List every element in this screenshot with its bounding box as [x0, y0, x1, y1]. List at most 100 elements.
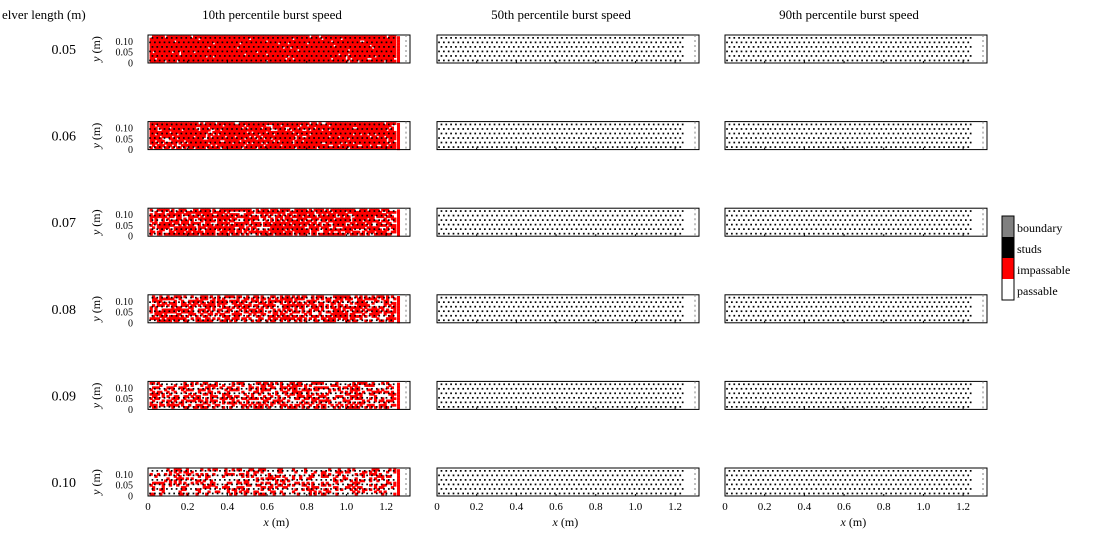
impassable-cell [291, 44, 296, 48]
stud [484, 141, 486, 144]
stud [346, 128, 349, 130]
impassable-cell [291, 144, 296, 147]
impassable-cell [238, 59, 243, 63]
stud [919, 41, 921, 44]
impassable-cell [267, 35, 271, 39]
stud [609, 37, 612, 39]
stud [517, 37, 520, 39]
impassable-cell [209, 42, 214, 45]
stud [293, 146, 296, 148]
stud [726, 137, 728, 139]
impassable-cell [255, 124, 259, 128]
y-tick-label: 0 [128, 59, 133, 70]
stud [594, 37, 597, 39]
stud [170, 141, 173, 144]
stud [638, 132, 641, 135]
impassable-cell [299, 135, 303, 139]
stud [805, 141, 808, 144]
impassable-cell [183, 55, 187, 59]
impassable-cell [364, 213, 368, 216]
stud [233, 141, 236, 144]
impassable-cell [159, 221, 163, 225]
impassable-cell [272, 130, 276, 134]
impassable-cell [195, 50, 199, 54]
impassable-cell [364, 53, 368, 56]
impassable-cell [330, 122, 334, 125]
impassable-cell [156, 48, 161, 52]
stud [236, 128, 238, 130]
impassable-cell [296, 59, 300, 63]
stud [854, 132, 856, 135]
impassable-cell [337, 130, 341, 134]
impassable-cell [262, 217, 267, 221]
impassable-cell [296, 35, 300, 39]
stud [750, 146, 753, 148]
impassable-cell [342, 35, 346, 39]
impassable-cell [275, 137, 279, 141]
stud [291, 46, 294, 48]
impassable-cell [320, 144, 325, 147]
stud [726, 128, 728, 130]
impassable-cell [154, 53, 158, 56]
impassable-cell [277, 128, 281, 132]
impassable-cell [390, 122, 395, 125]
impassable-cell [243, 130, 247, 134]
impassable-cell [378, 59, 382, 63]
stud [664, 41, 667, 44]
impassable-cell [277, 228, 281, 232]
impassable-cell [224, 42, 228, 45]
impassable-cell [193, 53, 197, 56]
impassable-cell [357, 53, 361, 56]
stud [597, 128, 600, 130]
impassable-cell [226, 57, 230, 61]
stud [204, 123, 207, 126]
impassable-cell [287, 122, 291, 125]
stud [955, 123, 958, 126]
stud [808, 137, 810, 139]
impassable-cell [390, 224, 395, 227]
stud [635, 59, 638, 62]
impassable-cell [207, 124, 211, 128]
impassable-cell [246, 59, 250, 63]
impassable-cell [381, 146, 385, 150]
impassable-cell [190, 228, 194, 232]
impassable-cell [376, 50, 380, 54]
impassable-cell [366, 232, 370, 236]
impassable-cell [294, 215, 298, 219]
stud [346, 50, 349, 53]
stud [457, 50, 460, 53]
impassable-cell [279, 217, 284, 221]
stud [672, 55, 674, 57]
impassable-cell [171, 139, 175, 143]
stud [508, 37, 510, 39]
impassable-cell [159, 48, 163, 52]
impassable-cell [364, 224, 368, 227]
impassable-cell [265, 224, 269, 227]
stud [779, 128, 781, 130]
impassable-cell [193, 42, 197, 45]
stud [214, 37, 217, 39]
impassable-cell [383, 228, 387, 232]
stud [750, 41, 753, 44]
stud [305, 123, 308, 126]
impassable-cell [303, 146, 308, 150]
impassable-cell [313, 122, 317, 125]
stud [158, 59, 161, 62]
impassable-cell [193, 128, 197, 132]
stud [293, 59, 296, 62]
impassable-cell [376, 139, 380, 143]
impassable-cell [272, 224, 276, 227]
stud [296, 141, 299, 144]
impassable-cell [173, 57, 177, 61]
stud [301, 55, 303, 57]
impassable-cell [325, 48, 329, 52]
stud [590, 123, 592, 126]
stud [885, 146, 888, 148]
impassable-cell [383, 213, 387, 216]
stud [298, 41, 301, 44]
stud [628, 132, 631, 135]
impassable-cell [390, 37, 395, 41]
impassable-cell [265, 122, 269, 125]
impassable-cell [303, 39, 308, 43]
stud [354, 46, 356, 48]
